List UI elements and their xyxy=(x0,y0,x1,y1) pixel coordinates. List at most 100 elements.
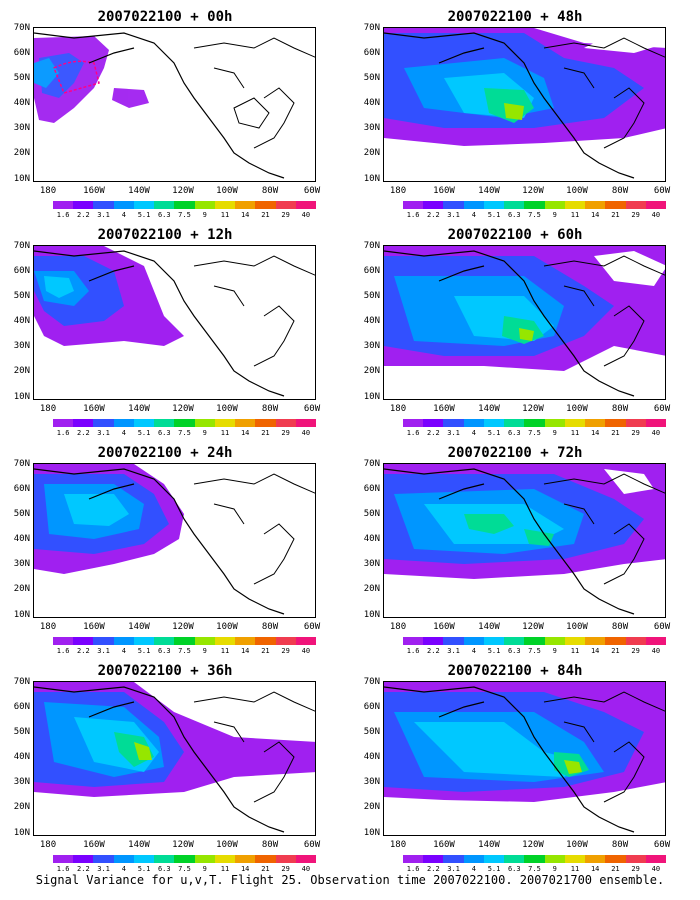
colorbar-swatch xyxy=(423,419,444,427)
lat-label: 20N xyxy=(363,148,380,158)
colorbar-swatch xyxy=(605,855,626,863)
colorbar-label: 6.3 xyxy=(157,211,171,219)
lon-label: 100W xyxy=(216,186,238,196)
colorbar-label: 4 xyxy=(121,211,126,219)
colorbar-label: 11 xyxy=(220,647,230,655)
lat-label: 40N xyxy=(13,98,30,108)
map-area xyxy=(33,463,316,618)
lon-label: 160W xyxy=(83,404,105,414)
colorbar-label: 40 xyxy=(651,211,661,219)
colorbar-label: 21 xyxy=(611,211,620,219)
lon-label: 80W xyxy=(611,622,629,632)
colorbar-swatch xyxy=(295,419,317,427)
colorbar-label: 14 xyxy=(240,211,250,219)
lon-label: 80W xyxy=(261,840,279,850)
colorbar-swatch xyxy=(544,419,565,427)
colorbar-swatch xyxy=(235,201,256,209)
colorbar-swatch xyxy=(504,201,525,209)
colorbar-swatch xyxy=(625,419,646,427)
colorbar-label: 5.1 xyxy=(137,647,151,655)
lat-label: 10N xyxy=(13,610,30,620)
lat-label: 10N xyxy=(13,174,30,184)
lat-label: 50N xyxy=(13,73,30,83)
lat-label: 50N xyxy=(363,509,380,519)
lat-label: 60N xyxy=(13,48,30,58)
colorbar-label: 3.1 xyxy=(447,865,460,873)
lat-label: 20N xyxy=(363,584,380,594)
colorbar-label: 3.1 xyxy=(97,429,110,437)
colorbar-label: 40 xyxy=(651,429,661,437)
colorbar-label: 6.3 xyxy=(507,865,521,873)
colorbar-label: 1.6 xyxy=(56,865,70,873)
colorbar-swatch xyxy=(154,855,175,863)
lon-label: 180 xyxy=(389,404,407,414)
lon-label: 140W xyxy=(478,186,500,196)
colorbar-labels: 1.6 2.2 3.1 4 5.1 6.3 7.5 9 11 14 21 29 40 xyxy=(403,429,666,438)
colorbar-label: 29 xyxy=(631,865,640,873)
colorbar xyxy=(53,637,317,645)
colorbar-swatch xyxy=(564,201,586,209)
colorbar-label: 9 xyxy=(202,211,207,219)
panel-title: 2007022100 + 36h xyxy=(97,663,233,679)
colorbar-label: 9 xyxy=(202,647,207,655)
map-area xyxy=(383,463,666,618)
colorbar-swatch xyxy=(524,637,545,645)
colorbar-swatch xyxy=(194,201,215,209)
lat-label: 40N xyxy=(13,316,30,326)
colorbar-swatch xyxy=(154,637,175,645)
colorbar-swatch xyxy=(443,419,464,427)
colorbar-label: 21 xyxy=(611,647,620,655)
colorbar-swatch xyxy=(73,637,94,645)
lon-label: 140W xyxy=(478,840,500,850)
colorbar-swatch xyxy=(625,637,646,645)
lat-label: 20N xyxy=(363,802,380,812)
lon-label: 60W xyxy=(653,404,671,414)
map-area xyxy=(33,27,316,182)
colorbar-swatch xyxy=(524,855,545,863)
lat-label: 30N xyxy=(13,559,30,569)
map-panel-72h: 2007022100 + 72h 70N 60N 50N 40N 30N 20N… xyxy=(350,444,680,655)
colorbar-label: 2.2 xyxy=(77,865,90,873)
colorbar-swatch xyxy=(93,855,114,863)
colorbar-label: 4 xyxy=(121,429,126,437)
colorbar-labels: 1.6 2.2 3.1 4 5.1 6.3 7.5 9 11 14 21 29 40 xyxy=(53,865,316,874)
colorbar-label: 1.6 xyxy=(406,647,420,655)
map-panel-24h: 2007022100 + 24h 70N 60N 50N 40N 30N 20N… xyxy=(0,444,330,655)
lon-label: 160W xyxy=(433,404,455,414)
colorbar xyxy=(403,855,667,863)
colorbar-label: 11 xyxy=(570,211,580,219)
lat-label: 60N xyxy=(13,266,30,276)
field-plot xyxy=(384,246,665,371)
colorbar-swatch xyxy=(463,201,484,209)
lon-label: 120W xyxy=(522,840,544,850)
colorbar-label: 14 xyxy=(240,865,250,873)
coastline-overlay xyxy=(384,250,665,397)
colorbar-swatch xyxy=(214,201,236,209)
colorbar-swatch xyxy=(645,637,667,645)
lon-label: 60W xyxy=(653,840,671,850)
colorbar-label: 29 xyxy=(631,647,640,655)
lon-label: 180 xyxy=(39,622,57,632)
colorbar-swatch xyxy=(463,419,484,427)
colorbar-label: 9 xyxy=(202,429,207,437)
colorbar-swatch xyxy=(564,855,586,863)
panel-title: 2007022100 + 84h xyxy=(447,663,583,679)
colorbar-swatch xyxy=(605,419,626,427)
lon-label: 80W xyxy=(611,840,629,850)
colorbar-label: 2.2 xyxy=(427,211,440,219)
colorbar-label: 6.3 xyxy=(157,865,171,873)
map-panel-12h: 2007022100 + 12h 70N 60N 50N 40N 30N 20N… xyxy=(0,226,330,437)
lon-label: 160W xyxy=(83,840,105,850)
colorbar-swatch xyxy=(443,201,464,209)
colorbar xyxy=(403,419,667,427)
colorbar-label: 3.1 xyxy=(447,211,460,219)
lat-label: 60N xyxy=(363,484,380,494)
colorbar-swatch xyxy=(194,637,215,645)
colorbar-swatch xyxy=(585,637,606,645)
lon-label: 180 xyxy=(389,840,407,850)
map-panel-36h: 2007022100 + 36h 70N 60N 50N 40N 30N 20N… xyxy=(0,662,330,874)
colorbar-label: 11 xyxy=(570,429,580,437)
colorbar-swatch xyxy=(423,637,444,645)
colorbar-label: 3.1 xyxy=(97,865,110,873)
lon-label: 80W xyxy=(261,404,279,414)
